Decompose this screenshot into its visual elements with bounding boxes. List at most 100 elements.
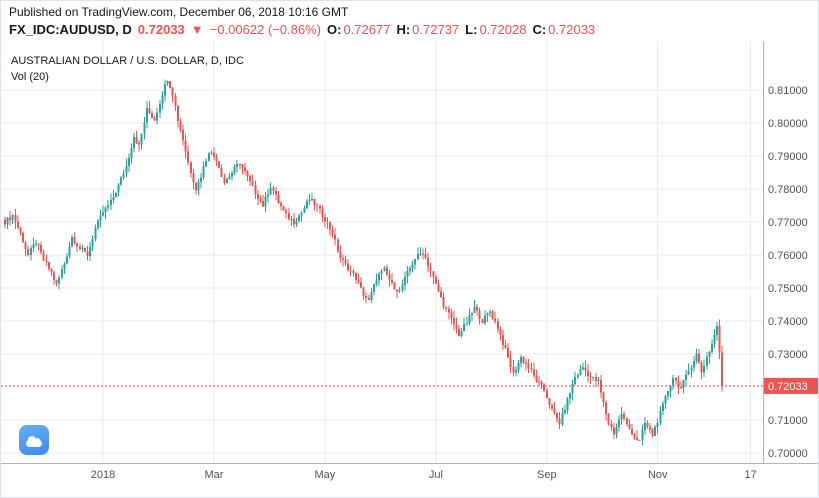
candle-body xyxy=(450,312,453,318)
candle-body xyxy=(145,107,148,123)
time-tick-label: Nov xyxy=(648,469,668,481)
price-tick-label: 0.81000 xyxy=(768,85,808,97)
candle-body xyxy=(409,268,412,271)
candle-body xyxy=(68,246,71,257)
candle-body xyxy=(584,367,587,371)
candle-body xyxy=(192,173,195,183)
candle-body xyxy=(156,112,159,121)
candle-body xyxy=(233,166,236,173)
candle-body xyxy=(194,182,197,191)
candle-body xyxy=(470,312,473,316)
price-tick-label: 0.79000 xyxy=(768,151,808,163)
price-tick-label: 0.74000 xyxy=(768,316,808,328)
candle-body xyxy=(615,427,618,435)
price-axis[interactable]: 0.81000 0.80000 0.79000 0.78000 0.77000 0.760… xyxy=(768,85,808,460)
candle-body xyxy=(107,204,110,208)
candle-body xyxy=(424,253,427,259)
candle-body xyxy=(171,88,174,96)
down-arrow-icon: ▼ xyxy=(190,22,204,37)
candle-body xyxy=(636,437,639,440)
candle-body xyxy=(633,434,636,438)
candle-body xyxy=(520,356,522,363)
candle-body xyxy=(32,244,35,249)
candle-body xyxy=(212,152,215,157)
candle-body xyxy=(236,164,239,167)
candle-body xyxy=(143,122,146,134)
candle-body xyxy=(352,271,355,274)
price-change: −0.00622 (−0.86%) xyxy=(209,22,321,37)
candle-body xyxy=(169,81,172,89)
candle-body xyxy=(710,344,713,352)
candle-body xyxy=(187,151,190,163)
candle-body xyxy=(618,419,621,428)
cloud-icon xyxy=(26,436,42,447)
candle-body xyxy=(102,212,105,216)
candle-body xyxy=(380,270,383,275)
time-axis[interactable]: 2018 Mar May Jul Sep Nov 17 xyxy=(91,469,757,481)
candle-body xyxy=(548,398,551,406)
candle-body xyxy=(649,426,651,430)
candle-body xyxy=(563,409,566,414)
tradingview-logo[interactable] xyxy=(19,425,49,455)
candle-body xyxy=(491,311,494,319)
candle-body xyxy=(133,137,135,149)
candle-body xyxy=(58,277,61,284)
candle-body xyxy=(122,173,125,178)
last-price-badge xyxy=(764,377,818,394)
candle-body xyxy=(238,164,241,166)
candle-body xyxy=(225,179,228,184)
candle-body xyxy=(661,403,664,411)
candle-body xyxy=(71,236,74,247)
candle-body xyxy=(473,306,476,313)
ohlc-close: C: 0.72033 xyxy=(532,22,595,37)
candle-body xyxy=(60,269,63,278)
chart-legend-volume-indicator[interactable]: Vol (20) xyxy=(11,71,49,83)
price-tick-label: 0.71000 xyxy=(768,415,808,427)
candle-body xyxy=(599,380,602,393)
candle-body xyxy=(669,385,672,392)
candle-body xyxy=(721,352,724,386)
chart-legend-title[interactable]: AUSTRALIAN DOLLAR / U.S. DOLLAR, D, IDC xyxy=(11,55,244,67)
candle-body xyxy=(42,252,45,261)
candle-body xyxy=(445,307,448,309)
candle-body xyxy=(207,153,210,161)
time-tick-label: Jul xyxy=(429,469,443,481)
candle-body xyxy=(305,201,308,208)
candle-body xyxy=(89,246,92,257)
candle-body xyxy=(432,271,435,277)
candle-body xyxy=(274,191,277,195)
candle-body xyxy=(179,121,182,131)
high-value: 0.72737 xyxy=(412,22,460,37)
candle-body xyxy=(76,243,79,247)
candle-body xyxy=(403,277,406,286)
candle-body xyxy=(703,366,706,373)
candle-body xyxy=(285,209,288,214)
candle-body xyxy=(163,84,166,96)
candle-body xyxy=(419,253,422,255)
candle-body xyxy=(607,413,610,425)
candle-body xyxy=(416,253,419,260)
candle-body xyxy=(112,196,115,200)
candle-body xyxy=(34,243,37,245)
candle-body xyxy=(341,258,344,260)
candle-body xyxy=(220,168,223,177)
candle-body xyxy=(40,245,43,253)
candle-body xyxy=(692,360,695,368)
candle-body xyxy=(538,381,541,383)
candle-body xyxy=(630,428,633,435)
candle-body xyxy=(148,107,151,114)
candle-body xyxy=(478,310,481,320)
candle-body xyxy=(656,422,659,427)
candle-body xyxy=(566,398,569,410)
candle-body xyxy=(545,390,548,399)
price-chart-canvas[interactable]: 0.81000 0.80000 0.79000 0.78000 0.77000 0.760… xyxy=(1,41,819,498)
candle-body xyxy=(262,201,264,207)
candle-body xyxy=(243,167,246,172)
close-value: 0.72033 xyxy=(548,22,596,37)
candle-body xyxy=(643,423,646,431)
candle-body xyxy=(682,380,685,389)
candle-body xyxy=(535,375,538,382)
candle-body xyxy=(267,194,270,197)
candle-body xyxy=(569,393,572,399)
time-tick-label: May xyxy=(315,469,336,481)
